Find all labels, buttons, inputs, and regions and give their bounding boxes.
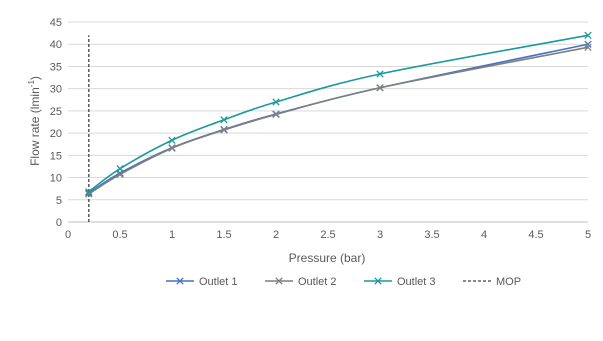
legend: Outlet 1 Outlet 2 Outlet 3 MOP	[166, 276, 521, 288]
x-tick-label: 0	[65, 229, 71, 241]
legend-marker	[176, 277, 184, 285]
legend-entry-outlet-1: Outlet 1	[166, 276, 238, 288]
y-tick-label: 5	[56, 195, 62, 207]
legend-label: MOP	[496, 276, 521, 288]
x-tick-label: 4.5	[528, 229, 543, 241]
x-tick-label: 4	[481, 229, 487, 241]
y-tick-label: 45	[50, 17, 62, 29]
x-tick-label: 2	[273, 229, 279, 241]
data-point-outlet-3	[168, 136, 176, 144]
data-point-outlet-3	[220, 116, 228, 124]
legend-entry-outlet-3: Outlet 3	[364, 276, 436, 288]
x-tick-label: 1.5	[216, 229, 231, 241]
legend-label: Outlet 1	[199, 276, 238, 288]
legend-marker	[374, 277, 382, 285]
y-tick-label: 35	[50, 61, 62, 73]
y-tick-label: 15	[50, 150, 62, 162]
y-tick-label: 25	[50, 106, 62, 118]
legend-entry-outlet-2: Outlet 2	[265, 276, 337, 288]
data-point-outlet-2	[584, 43, 592, 51]
x-axis-title: Pressure (bar)	[289, 251, 366, 265]
legend-marker	[275, 277, 283, 285]
y-tick-label: 10	[50, 173, 62, 185]
y-tick-label: 20	[50, 128, 62, 140]
y-axis-title-main: Flow rate (lmin	[28, 87, 42, 166]
data-point-outlet-2	[376, 84, 384, 92]
series-line-outlet-3	[88, 34, 589, 193]
y-tick-label: 30	[50, 84, 62, 96]
data-series	[85, 31, 592, 198]
series-line-outlet-2	[88, 46, 589, 195]
x-tick-label: 3.5	[424, 229, 439, 241]
legend-entry-mop: MOP	[463, 276, 521, 288]
y-tick-label: 40	[50, 39, 62, 51]
y-axis-title: Flow rate (lmin-1)	[27, 76, 42, 166]
data-point-outlet-3	[584, 31, 592, 39]
x-tick-label: 0.5	[112, 229, 127, 241]
x-tick-label: 5	[585, 229, 591, 241]
x-tick-label: 2.5	[320, 229, 335, 241]
data-point-outlet-3	[116, 165, 124, 173]
y-axis-title-tail: )	[28, 76, 42, 80]
data-point-outlet-2	[220, 126, 228, 134]
tick-labels: 0 5 10 15 20 25 30 35 40 45 0 0.5 1 1.5 2 2.5 3 3.5 4 4.5 5	[50, 17, 591, 241]
data-point-outlet-2	[272, 110, 280, 119]
data-point-outlet-1	[584, 40, 592, 48]
y-axis-title-sup: -1	[27, 80, 36, 88]
y-tick-label: 0	[56, 217, 62, 229]
data-point-outlet-3	[272, 98, 280, 106]
data-point-outlet-2	[168, 144, 176, 152]
data-point-outlet-3	[85, 188, 93, 196]
x-tick-label: 3	[377, 229, 383, 241]
data-point-outlet-2	[116, 170, 124, 179]
x-tick-label: 1	[169, 229, 175, 241]
legend-label: Outlet 2	[298, 276, 337, 288]
data-point-outlet-2	[85, 190, 93, 198]
data-point-outlet-3	[376, 70, 384, 78]
legend-label: Outlet 3	[397, 276, 436, 288]
